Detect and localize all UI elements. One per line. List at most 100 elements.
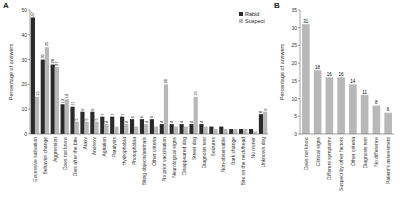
bar [326,77,334,134]
data-label: 47 [30,11,35,16]
bar [94,122,98,134]
data-label: 6 [149,115,154,118]
bar [302,24,310,134]
bar [229,129,233,134]
y-tick-label: 30 [21,57,27,63]
y-tick-label: 50 [21,7,27,13]
bar [253,132,257,134]
bar [184,127,188,134]
bar [349,84,357,134]
data-label: 31 [303,19,309,24]
bar [61,104,65,134]
y-axis-line [300,10,301,134]
data-label: 9 [90,108,95,111]
data-label: 6 [387,107,390,112]
data-label: 4 [159,120,164,123]
x-tick-label: Aggression [52,137,58,162]
data-label: 7 [110,113,115,116]
bar [75,122,79,134]
legend: RabidSuspect [239,11,265,24]
legend-label: Rabid [245,11,259,17]
bars [302,24,392,134]
y-tick-label: 10 [21,106,27,112]
bar [361,95,369,134]
bar [243,129,247,134]
bar [41,60,45,134]
x-tick-label: Other criteria [350,137,356,166]
y-tick-label: 10 [291,96,297,102]
data-label: 16 [327,72,333,77]
chart-root: APercentage of answers010203040504730281… [0,0,400,204]
data-label: 14 [64,93,69,98]
bar [170,124,174,134]
data-label: 9 [263,108,268,111]
x-tick-label: No prior vaccination [161,137,167,181]
bar [150,119,154,134]
bar [373,106,381,134]
x-tick-label: Suspect by other factors [338,137,344,191]
x-tick-label: No owner [250,137,256,159]
data-label: 18 [315,65,321,70]
x-tick-label: Biting objects/animals [141,137,147,186]
y-axis-label: Percentage of answers [279,44,285,101]
data-label: 7 [100,113,105,116]
bar [160,124,164,134]
bar [204,127,208,134]
bar [134,127,138,134]
y-tick-label: 30 [291,25,297,31]
data-label: 4 [104,120,109,123]
x-tick-label: Paralysis [111,137,117,158]
data-label: 15 [193,91,198,96]
x-tick-label: Seizures [210,137,216,157]
x-tick-label: Clinical signs [315,137,321,167]
x-tick-label: Anorexv [91,137,97,156]
data-labels: 4730281211997776664444481535271455544420… [30,11,267,123]
x-tick-label: Patient's assessment [385,136,391,184]
data-label: 4 [189,120,194,123]
bar [51,65,55,134]
x-tick-label: Dies after the bite [72,137,78,176]
bar [314,70,322,134]
y-tick-label: 15 [291,78,297,84]
bar [144,124,148,134]
bar [110,117,114,134]
bar [213,129,217,134]
data-label: 4 [144,120,149,123]
y-tick-label: 40 [21,32,27,38]
data-label: 4 [199,120,204,123]
x-tick-label: Does not know [303,137,309,170]
x-tick-label: Diagnosis test [201,136,207,168]
x-tick-label: Behavior change [42,137,48,175]
y-tick-label: 35 [291,7,297,13]
bar [259,114,263,134]
bar [337,77,345,134]
data-label: 6 [139,115,144,118]
legend-label: Suspect [245,18,265,24]
legend-swatch [239,19,243,23]
x-tick-label: Non-observable [220,137,226,173]
data-label: 4 [124,120,129,123]
bar [65,99,69,134]
x-tick-label: Photophobia [131,137,137,165]
data-label: 20 [163,78,168,83]
data-labels: 31181616141186 [303,19,390,113]
x-tick-label: Unknown dog [260,137,266,168]
panel: BPercentage of answers051015202530353118… [274,1,394,191]
y-axis-label: Percentage of answers [8,44,14,101]
data-label: 30 [40,53,45,58]
data-label: 8 [375,100,378,105]
bar [233,129,237,134]
data-label: 4 [169,120,174,123]
x-tick-label: Excessive salivation [32,137,38,182]
data-label: 14 [350,79,356,84]
bar [90,112,94,134]
bar [164,84,168,134]
data-label: 35 [44,41,49,46]
bar [55,67,59,134]
bar [384,113,392,134]
x-tick-label: Agitation [101,137,107,157]
bar [223,129,227,134]
bar [85,122,89,134]
bar [35,97,39,134]
panel: APercentage of answers010203040504730281… [3,1,268,185]
